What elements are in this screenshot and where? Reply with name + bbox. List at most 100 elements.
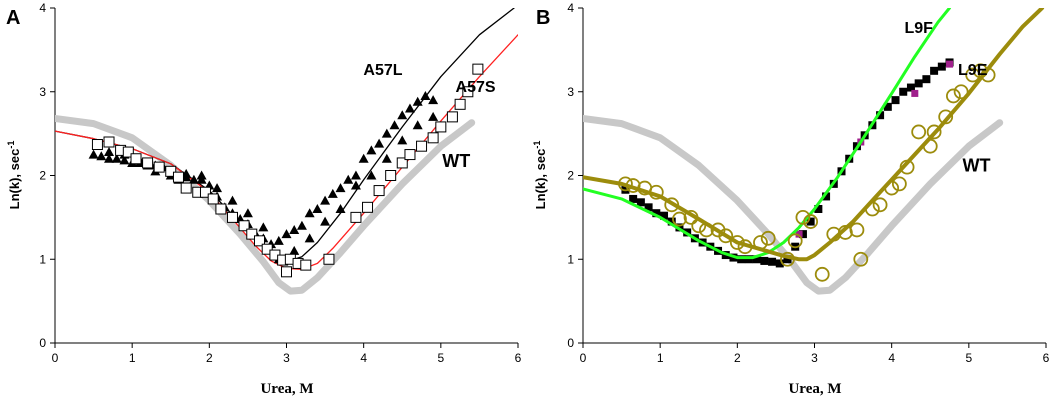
point-a57s (396, 157, 408, 169)
point-a57s (446, 111, 458, 123)
point-l9f-purple (795, 230, 803, 238)
point-l9e (980, 67, 996, 83)
point-a57s (103, 136, 115, 148)
point-a57s (253, 235, 265, 247)
point-l9f (775, 259, 784, 268)
y-tick-label: 1 (39, 252, 46, 266)
curve-wt-a (55, 115, 476, 295)
point-a57s (246, 228, 258, 240)
point-a57l (104, 153, 115, 163)
panel-label-a: A (6, 7, 20, 29)
point-l9e (884, 180, 900, 196)
point-l9e (664, 197, 680, 213)
point-a57l (397, 135, 408, 145)
x-tick-label: 6 (515, 351, 522, 365)
point-l9e (926, 124, 942, 140)
point-a57s (91, 139, 103, 151)
point-a57s (300, 259, 312, 271)
point-a57s (427, 132, 439, 144)
point-a57s (454, 98, 466, 110)
point-l9f (644, 203, 653, 212)
point-a57s (323, 253, 335, 265)
point-a57l (404, 103, 415, 113)
x-tick-label: 3 (283, 351, 290, 365)
y-tick-label: 3 (567, 85, 574, 99)
point-a57s (350, 211, 362, 223)
point-l9f (891, 96, 900, 105)
y-tick-label: 2 (39, 169, 46, 183)
point-l9e (814, 266, 830, 282)
point-l9f (899, 87, 908, 96)
x-tick-label: 2 (734, 351, 741, 365)
point-a57s (462, 86, 474, 98)
point-a57l (111, 153, 122, 163)
point-l9e (922, 138, 938, 154)
point-l9e (946, 88, 961, 104)
point-l9e (729, 235, 745, 250)
point-a57s (472, 63, 484, 75)
y-axis-label-a: Ln(k), sec-1 (6, 141, 22, 210)
annotation-l9f: L9F (904, 20, 933, 37)
point-a57l (412, 120, 423, 130)
point-a57s (172, 171, 184, 183)
y-axis-label-b: Ln(k), sec-1 (532, 141, 548, 210)
point-a57l (374, 138, 385, 148)
point-a57s (416, 140, 428, 152)
point-a57l (96, 151, 107, 161)
point-a57s (165, 165, 177, 177)
point-a57l (428, 111, 439, 121)
point-a57s (142, 157, 154, 169)
point-l9e (826, 226, 842, 242)
point-l9f (752, 255, 761, 264)
x-tick-label: 1 (129, 351, 136, 365)
point-a57s (122, 146, 134, 158)
point-a57s (373, 185, 385, 197)
point-l9f (660, 211, 669, 220)
point-a57l (366, 145, 377, 155)
annotation-l9e: L9E (958, 62, 988, 79)
point-a57l (258, 222, 269, 232)
point-a57l (289, 224, 300, 234)
point-l9f (667, 217, 676, 226)
point-l9e (872, 197, 888, 213)
point-l9e (864, 201, 880, 217)
point-l9e (672, 211, 687, 227)
y-tick-label: 3 (39, 85, 46, 99)
point-l9e (718, 228, 734, 244)
point-a57s (215, 203, 227, 215)
point-a57l (88, 149, 99, 159)
point-l9e (853, 251, 869, 267)
point-l9f (768, 257, 777, 266)
point-l9e (953, 84, 969, 100)
point-l9e (911, 124, 927, 140)
point-l9e (938, 109, 954, 125)
point-l9f (876, 111, 885, 120)
point-a57l (320, 216, 331, 226)
point-a57l (358, 153, 369, 163)
point-a57s (130, 153, 142, 165)
point-a57l (289, 245, 300, 255)
point-l9e (737, 239, 753, 255)
point-a57l (227, 195, 238, 205)
x-axis-label-a: Urea, M (260, 381, 313, 397)
point-a57l (281, 229, 292, 239)
point-a57s (226, 211, 238, 223)
point-a57l (320, 195, 331, 205)
panel-a: A Ln(k), sec-1 Urea, M 0 1 2 3 4 5 6 0 1 2 3 4 A57L A… (6, 1, 522, 397)
point-a57s (281, 266, 292, 278)
x-tick-label: 5 (437, 351, 444, 365)
point-l9f (737, 255, 746, 264)
curve-wt-b (583, 115, 1004, 295)
point-a57s (404, 149, 416, 161)
point-l9e (648, 184, 664, 200)
point-a57l (104, 147, 115, 157)
y-tick-label: 4 (39, 1, 46, 15)
point-a57s (207, 193, 219, 205)
point-a57l (366, 170, 377, 180)
point-l9f (798, 230, 807, 239)
x-tick-label: 6 (1043, 351, 1050, 365)
point-a57l (335, 183, 346, 193)
point-l9e (795, 209, 811, 225)
point-a57l (212, 183, 223, 193)
